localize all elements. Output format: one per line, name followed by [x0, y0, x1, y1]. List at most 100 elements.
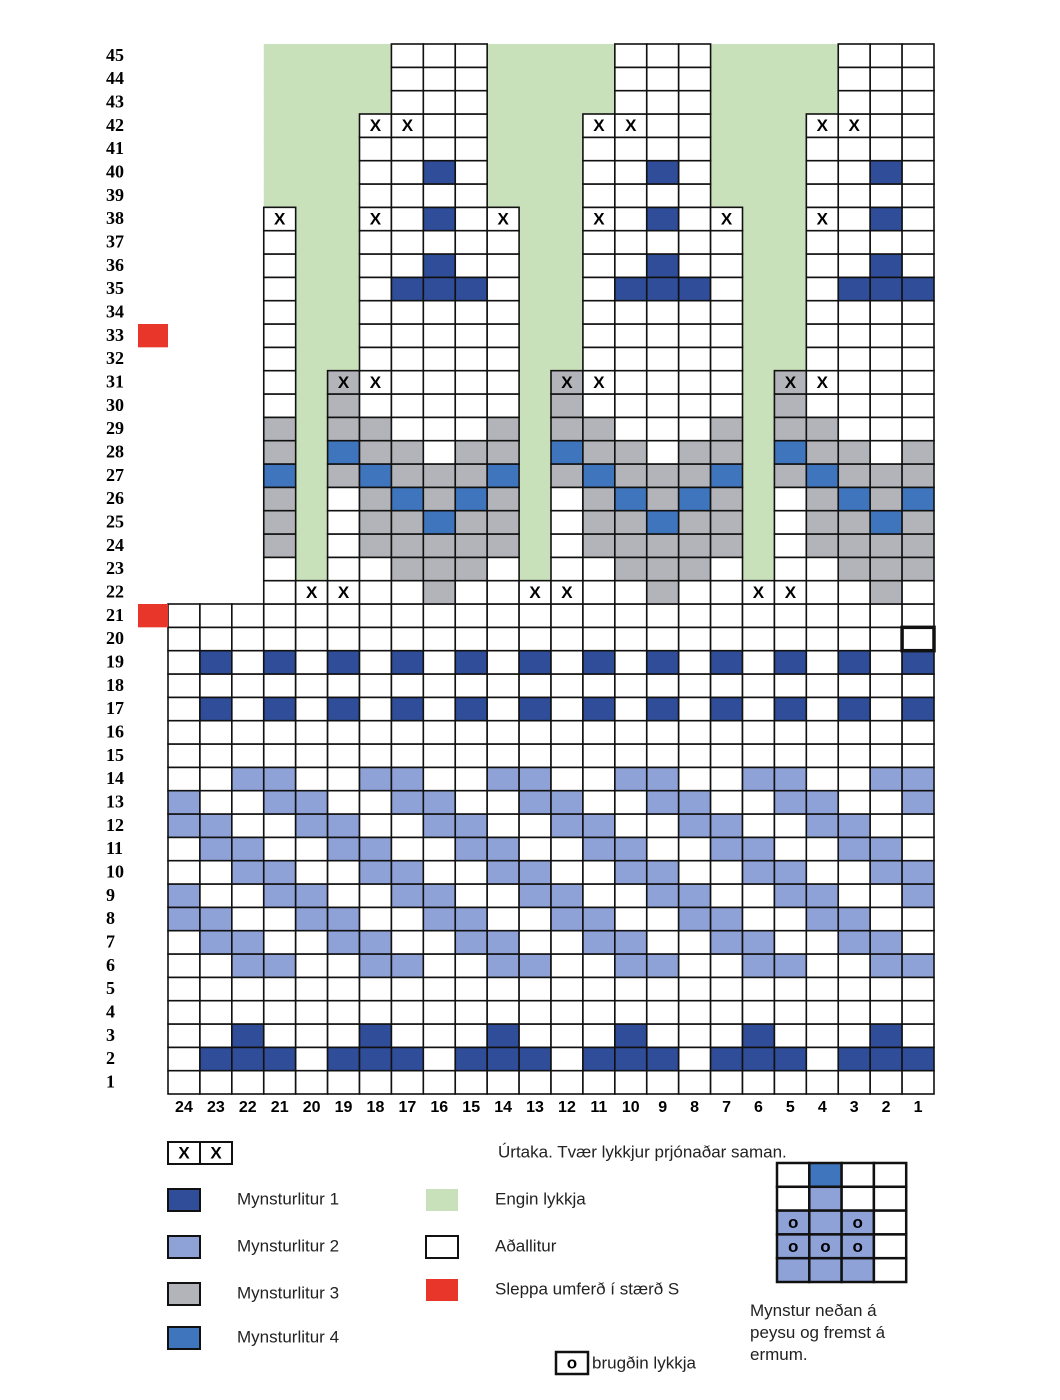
stitch-cell	[486, 1023, 520, 1049]
stitch-cell	[262, 323, 297, 349]
stitch-cell	[454, 953, 488, 979]
column-label: 13	[526, 1099, 544, 1116]
stitch-cell	[167, 906, 201, 932]
stitch-cell	[326, 953, 361, 979]
stitch-cell	[901, 229, 935, 255]
stitch-cell	[645, 229, 680, 255]
stitch-cell	[901, 649, 935, 675]
stitch-cell	[262, 789, 297, 815]
stitch-cell	[390, 906, 425, 932]
no-stitch-area	[263, 114, 297, 138]
decrease-mark: X	[785, 373, 797, 392]
stitch-cell	[454, 789, 488, 815]
no-stitch-area	[327, 300, 360, 325]
stitch-cell	[486, 323, 520, 349]
stitch-cell	[837, 183, 871, 209]
stitch-cell	[262, 369, 297, 395]
stitch-cell	[422, 579, 457, 605]
stitch-cell	[805, 813, 840, 839]
stitch-cell	[901, 976, 935, 1002]
stitch-cell	[326, 463, 361, 489]
stitch-cell	[199, 766, 233, 792]
stitch-cell	[805, 253, 840, 279]
stitch-cell	[550, 1069, 584, 1095]
stitch-cell	[869, 253, 903, 279]
column-label: 12	[558, 1099, 576, 1116]
stitch-cell	[901, 813, 935, 839]
no-stitch-area	[295, 370, 329, 395]
stitch-cell	[901, 253, 935, 279]
stitch-cell	[837, 206, 871, 232]
stitch-cell	[454, 276, 488, 302]
stitch-cell	[486, 649, 520, 675]
stitch-cell	[614, 673, 648, 699]
stitch-cell	[837, 43, 871, 69]
no-stitch-area	[327, 137, 360, 162]
no-stitch-area	[327, 207, 360, 232]
stitch-cell	[645, 299, 680, 325]
stitch-cell	[709, 276, 744, 302]
stitch-cell	[805, 439, 840, 465]
stitch-cell	[869, 323, 903, 349]
stitch-cell	[422, 439, 457, 465]
stitch-cell	[262, 579, 297, 605]
no-stitch-area	[519, 44, 552, 68]
stitch-cell	[837, 1069, 871, 1095]
stitch-cell	[167, 696, 201, 722]
stitch-cell	[326, 533, 361, 559]
stitch-cell	[901, 696, 935, 722]
decrease-mark: X	[753, 583, 765, 602]
stitch-cell	[901, 323, 935, 349]
stitch-cell	[582, 1069, 616, 1095]
stitch-cell	[709, 1023, 744, 1049]
inset-cell	[840, 1185, 876, 1212]
row-label: 7	[106, 931, 115, 951]
no-stitch-area	[774, 114, 807, 138]
stitch-cell	[454, 393, 488, 419]
stitch-cell	[709, 556, 744, 582]
row-label: 23	[106, 558, 124, 578]
stitch-cell	[741, 789, 776, 815]
column-label: 16	[430, 1099, 448, 1116]
stitch-cell	[869, 66, 903, 92]
stitch-cell	[262, 276, 297, 302]
stitch-cell	[199, 649, 233, 675]
stitch-cell	[358, 323, 393, 349]
stitch-cell	[709, 299, 744, 325]
stitch-cell	[326, 603, 361, 629]
stitch-cell	[582, 906, 616, 932]
no-stitch-area	[519, 160, 552, 185]
stitch-cell	[167, 813, 201, 839]
stitch-cell	[262, 743, 297, 769]
stitch-cell	[614, 369, 648, 395]
stitch-cell	[645, 976, 680, 1002]
stitch-cell	[231, 743, 265, 769]
stitch-cell	[901, 183, 935, 209]
stitch-cell	[837, 1046, 871, 1072]
decrease-mark: X	[370, 116, 382, 135]
stitch-cell	[326, 976, 361, 1002]
stitch-cell	[869, 883, 903, 909]
stitch-cell	[805, 486, 840, 512]
stitch-cell	[773, 906, 808, 932]
no-stitch-area	[551, 44, 584, 68]
purl-mark: o	[853, 1237, 863, 1256]
stitch-cell	[167, 883, 201, 909]
decrease-mark: X	[210, 1143, 222, 1162]
stitch-cell	[645, 509, 680, 535]
stitch-cell	[422, 369, 457, 395]
stitch-cell	[358, 486, 393, 512]
stitch-cell	[614, 323, 648, 349]
stitch-cell	[422, 766, 457, 792]
no-stitch-area	[519, 184, 552, 208]
stitch-cell	[677, 743, 712, 769]
stitch-cell	[358, 533, 393, 559]
decrease-mark: X	[274, 209, 286, 228]
stitch-cell	[709, 346, 744, 372]
stitch-cell	[645, 813, 680, 839]
decrease-mark: X	[625, 116, 637, 135]
no-stitch-area	[742, 114, 775, 138]
stitch-cell	[454, 673, 488, 699]
stitch-cell	[901, 276, 935, 302]
stitch-cell	[837, 649, 871, 675]
